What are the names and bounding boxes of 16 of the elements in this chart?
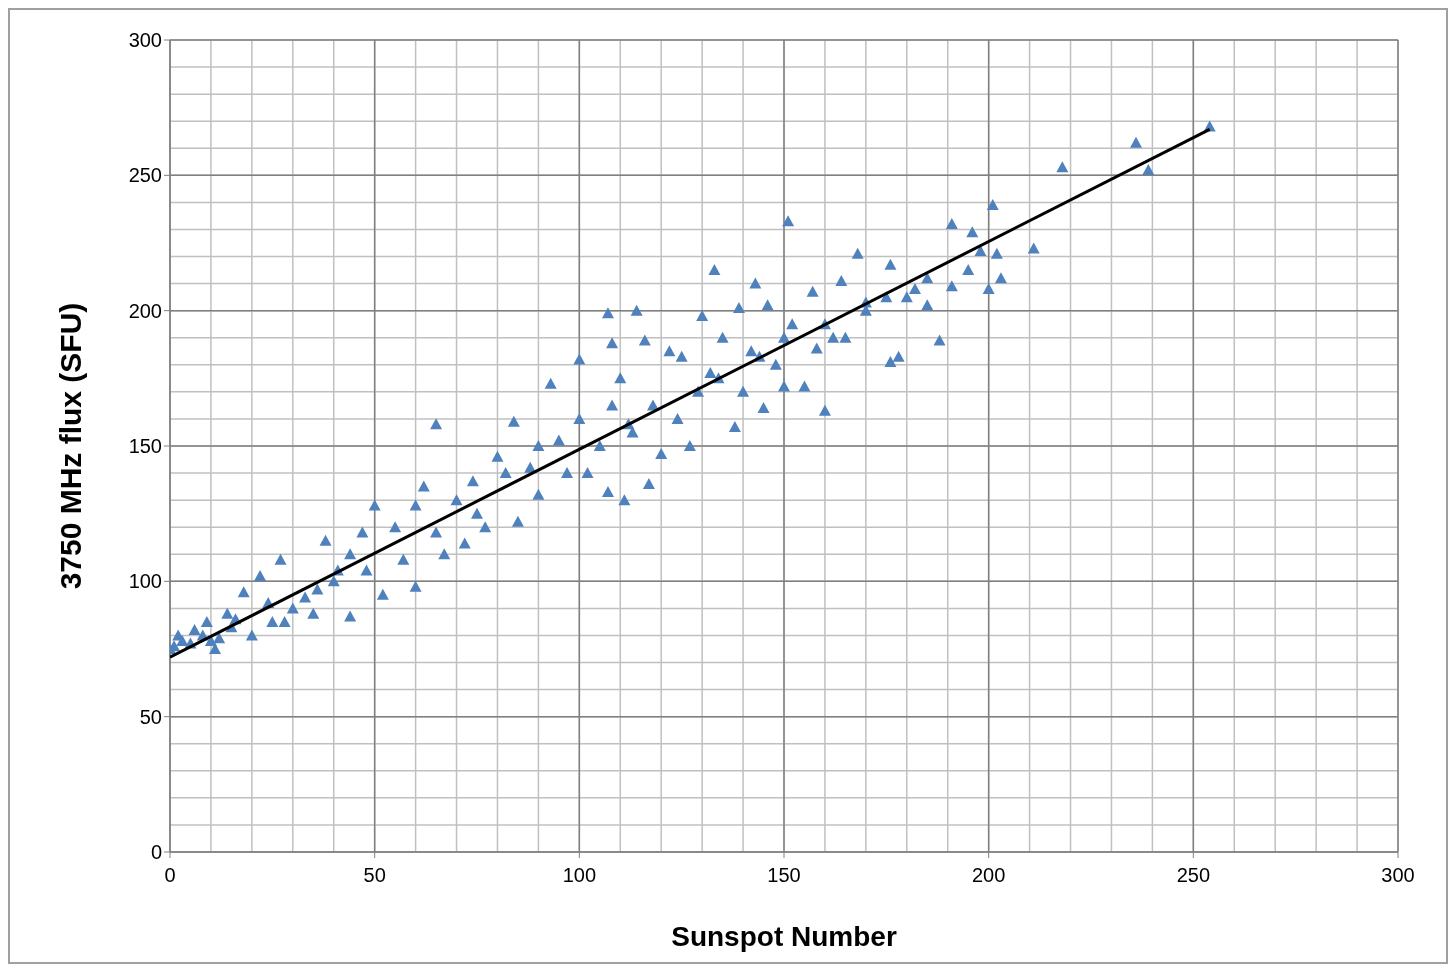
y-tick-label: 250: [128, 164, 162, 187]
y-axis-title: 3750 MHz flux (SFU): [53, 302, 87, 590]
y-tick-label: 50: [139, 705, 162, 728]
x-tick-label: 100: [562, 864, 597, 887]
y-tick-label: 100: [128, 570, 162, 593]
x-tick-label: 50: [363, 864, 386, 887]
x-tick-label: 300: [1381, 864, 1415, 887]
x-tick-label: 0: [164, 864, 176, 887]
x-axis-title: Sunspot Number: [671, 921, 897, 952]
y-tick-label: 0: [150, 841, 162, 864]
x-tick-label: 150: [767, 864, 801, 887]
y-tick-label: 150: [128, 435, 162, 458]
x-tick-label: 250: [1176, 864, 1211, 887]
y-tick-label: 300: [128, 29, 162, 52]
y-tick-label: 200: [128, 299, 162, 322]
x-tick-label: 200: [971, 864, 1006, 887]
